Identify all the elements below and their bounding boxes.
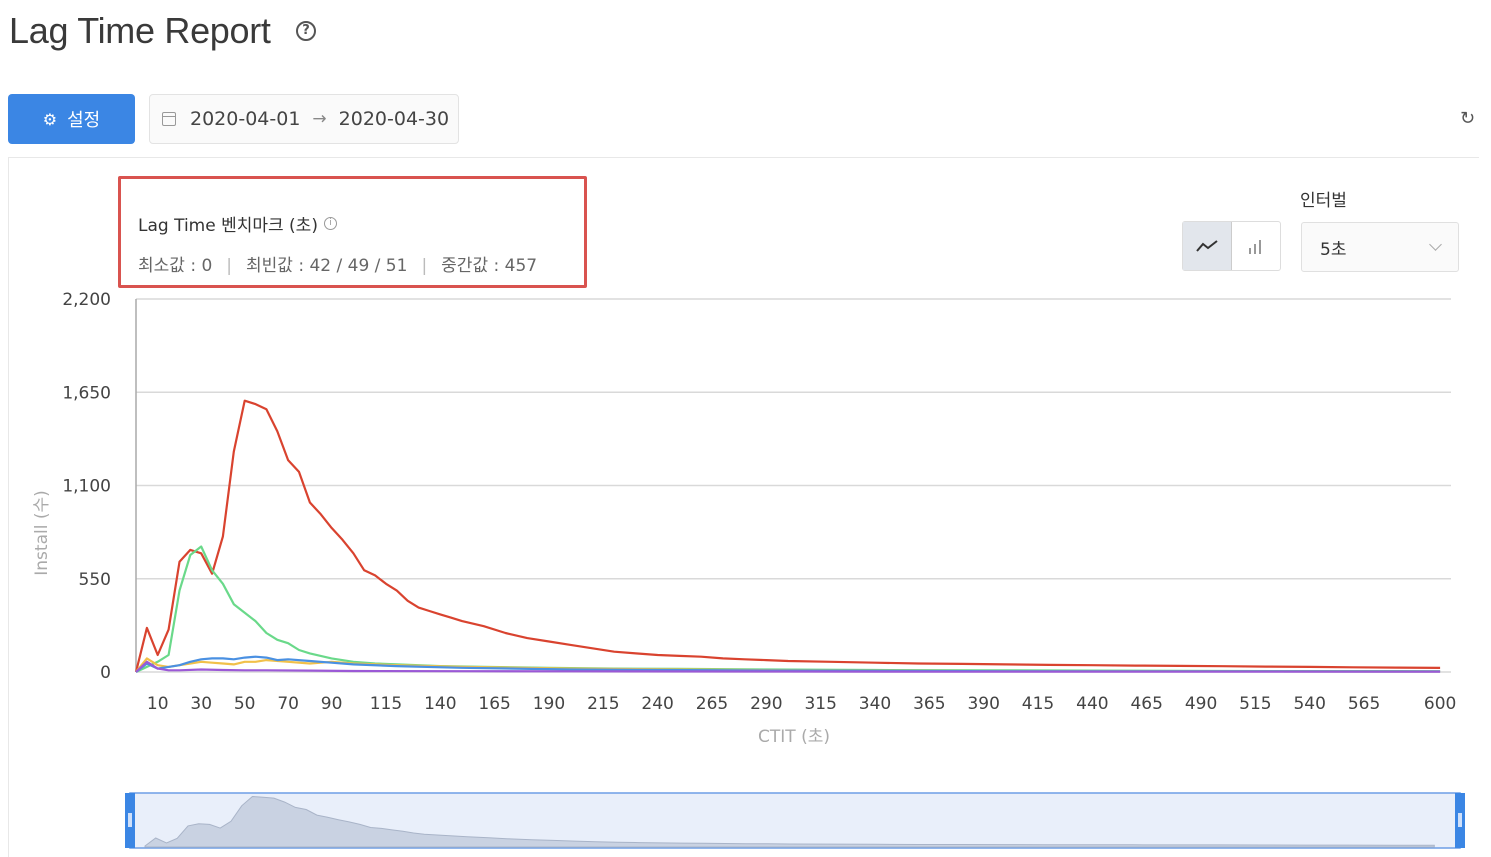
benchmark-box: Lag Time 벤치마크 (초) i 최소값 : 0 | 최빈값 : 42 / 4… (118, 176, 587, 288)
interval-selected: 5초 (1320, 239, 1347, 260)
date-range-picker[interactable]: 2020-04-01 → 2020-04-30 (149, 94, 459, 144)
line-chart-toggle[interactable] (1183, 222, 1232, 270)
date-start: 2020-04-01 (190, 108, 301, 130)
calendar-icon (162, 112, 176, 126)
info-icon[interactable]: i (323, 217, 337, 230)
benchmark-median: 중간값 : 457 (441, 256, 538, 276)
bar-chart-icon (1249, 240, 1261, 254)
separator: | (226, 256, 233, 276)
bar-chart-toggle[interactable] (1232, 222, 1280, 270)
chart-panel (8, 157, 1479, 857)
benchmark-min: 최소값 : 0 (138, 256, 213, 276)
settings-button[interactable]: ⚙ 설정 (8, 94, 135, 144)
benchmark-title: Lag Time 벤치마크 (초) (138, 216, 318, 236)
refresh-icon[interactable]: ↻ (1460, 108, 1476, 129)
chevron-down-icon (1429, 238, 1442, 251)
page-title: Lag Time Report (9, 10, 271, 51)
help-icon[interactable]: ? (296, 21, 316, 41)
interval-select[interactable]: 5초 (1301, 222, 1459, 272)
settings-button-label: 설정 (67, 110, 101, 131)
benchmark-stats: 최소값 : 0 | 최빈값 : 42 / 49 / 51 | 중간값 : 457 (138, 251, 537, 276)
date-end: 2020-04-30 (338, 108, 450, 130)
chart-type-toggle (1182, 221, 1281, 271)
separator: | (421, 256, 428, 276)
benchmark-title-row: Lag Time 벤치마크 (초) i (138, 211, 337, 236)
line-chart-icon (1196, 240, 1218, 252)
interval-label: 인터벌 (1300, 191, 1347, 211)
sliders-icon: ⚙ (42, 109, 58, 129)
benchmark-mode: 최빈값 : 42 / 49 / 51 (246, 256, 408, 276)
arrow-right-icon: → (312, 109, 327, 129)
